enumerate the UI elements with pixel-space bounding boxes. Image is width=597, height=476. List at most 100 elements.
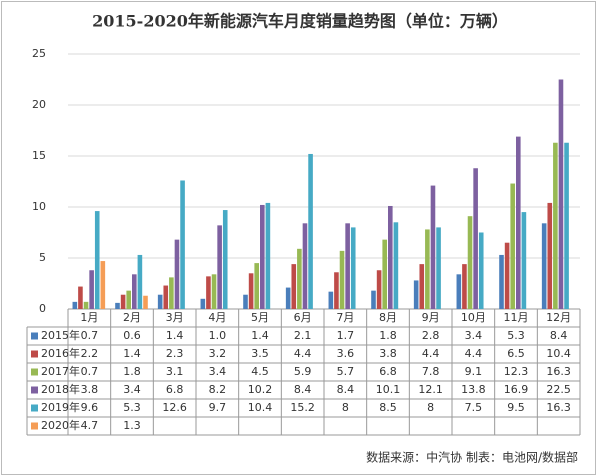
legend-label: 2019年 bbox=[41, 400, 80, 414]
legend-swatch bbox=[31, 404, 38, 412]
table-value: 0.7 bbox=[81, 329, 99, 342]
table-value: 1.0 bbox=[209, 329, 227, 342]
table-value: 3.6 bbox=[337, 347, 355, 360]
bar bbox=[456, 274, 462, 309]
bar bbox=[174, 239, 180, 309]
x-tick-label: 5月 bbox=[251, 311, 269, 324]
x-tick-label: 1月 bbox=[80, 311, 98, 324]
table-value: 1.3 bbox=[123, 419, 141, 432]
bar bbox=[510, 183, 515, 309]
table-value: 3.2 bbox=[209, 347, 227, 360]
bar bbox=[436, 227, 441, 309]
y-tick-label: 0 bbox=[39, 302, 46, 315]
table-value: 3.4 bbox=[209, 365, 227, 378]
x-tick-label: 8月 bbox=[379, 311, 397, 324]
table-value: 3.5 bbox=[251, 347, 269, 360]
legend-label: 2015年 bbox=[41, 328, 80, 342]
table-value: 4.7 bbox=[81, 419, 99, 432]
table-value: 8 bbox=[342, 401, 349, 414]
y-tick-label: 20 bbox=[32, 98, 46, 111]
x-tick-label: 12月 bbox=[546, 311, 571, 324]
bar bbox=[94, 211, 100, 309]
table-value: 15.2 bbox=[290, 401, 315, 414]
table-value: 2.1 bbox=[294, 329, 312, 342]
table-value: 2.8 bbox=[422, 329, 440, 342]
bar bbox=[254, 263, 259, 309]
legend-swatch bbox=[31, 386, 38, 394]
table-value: 3.4 bbox=[123, 383, 141, 396]
table-value: 12.6 bbox=[162, 401, 187, 414]
bar bbox=[462, 264, 467, 309]
table-value: 8.4 bbox=[294, 383, 312, 396]
bar bbox=[388, 205, 393, 309]
table-value: 0.6 bbox=[123, 329, 141, 342]
bar bbox=[564, 142, 569, 309]
bar bbox=[467, 216, 473, 309]
bar bbox=[371, 290, 376, 309]
bar bbox=[425, 229, 430, 309]
table-value: 1.4 bbox=[251, 329, 269, 342]
table-value: 4.4 bbox=[422, 347, 440, 360]
bar bbox=[120, 294, 126, 309]
x-tick-label: 4月 bbox=[208, 311, 226, 324]
bar bbox=[132, 274, 137, 309]
legend-label: 2016年 bbox=[41, 346, 80, 360]
bar bbox=[72, 301, 78, 309]
table-value: 16.3 bbox=[546, 365, 571, 378]
bar bbox=[558, 79, 564, 309]
table-value: 8.4 bbox=[550, 329, 568, 342]
table-value: 9.5 bbox=[507, 401, 525, 414]
table-value: 6.8 bbox=[379, 365, 397, 378]
table-value: 2.3 bbox=[166, 347, 184, 360]
x-tick-label: 3月 bbox=[166, 311, 184, 324]
table-value: 2.2 bbox=[81, 347, 99, 360]
table-value: 7.5 bbox=[465, 401, 483, 414]
bar bbox=[328, 291, 334, 309]
table-value: 3.4 bbox=[465, 329, 483, 342]
bar bbox=[291, 264, 297, 309]
bar bbox=[200, 298, 206, 309]
bar bbox=[393, 222, 399, 309]
legend-swatch bbox=[31, 368, 38, 376]
bar bbox=[169, 277, 174, 309]
bar bbox=[516, 136, 521, 309]
bar bbox=[157, 294, 163, 309]
bar bbox=[206, 276, 211, 309]
x-tick-label: 9月 bbox=[422, 311, 440, 324]
table-value: 8.4 bbox=[337, 383, 355, 396]
table-value: 16.9 bbox=[504, 383, 529, 396]
bar bbox=[302, 223, 308, 309]
bar bbox=[243, 294, 248, 309]
bar bbox=[297, 248, 302, 309]
y-tick-label: 10 bbox=[32, 200, 46, 213]
legend-label: 2020年 bbox=[41, 418, 80, 432]
bar bbox=[339, 250, 345, 309]
table-value: 6.8 bbox=[166, 383, 184, 396]
table-value: 12.1 bbox=[418, 383, 443, 396]
y-tick-label: 25 bbox=[32, 47, 46, 60]
bar bbox=[89, 270, 94, 309]
chart-title: 2015-2020年新能源汽车月度销量趋势图（单位：万辆） bbox=[92, 12, 508, 31]
table-value: 9.1 bbox=[465, 365, 483, 378]
table-value: 13.8 bbox=[461, 383, 486, 396]
legend-swatch bbox=[31, 422, 38, 430]
table-value: 3.8 bbox=[379, 347, 397, 360]
table-value: 10.4 bbox=[546, 347, 571, 360]
legend-label: 2018年 bbox=[41, 382, 80, 396]
bar bbox=[413, 280, 419, 309]
bar bbox=[345, 223, 350, 309]
legend-label: 2017年 bbox=[41, 364, 80, 378]
table-value: 1.4 bbox=[166, 329, 184, 342]
table-value: 0.7 bbox=[81, 365, 99, 378]
bar bbox=[285, 287, 291, 309]
table-value: 4.5 bbox=[251, 365, 269, 378]
table-value: 1.8 bbox=[123, 365, 141, 378]
table-value: 6.5 bbox=[507, 347, 525, 360]
table-value: 8 bbox=[427, 401, 434, 414]
y-tick-label: 5 bbox=[39, 251, 46, 264]
bar bbox=[419, 264, 425, 309]
table-value: 9.7 bbox=[209, 401, 227, 414]
bar bbox=[126, 290, 131, 309]
table-value: 1.7 bbox=[337, 329, 355, 342]
